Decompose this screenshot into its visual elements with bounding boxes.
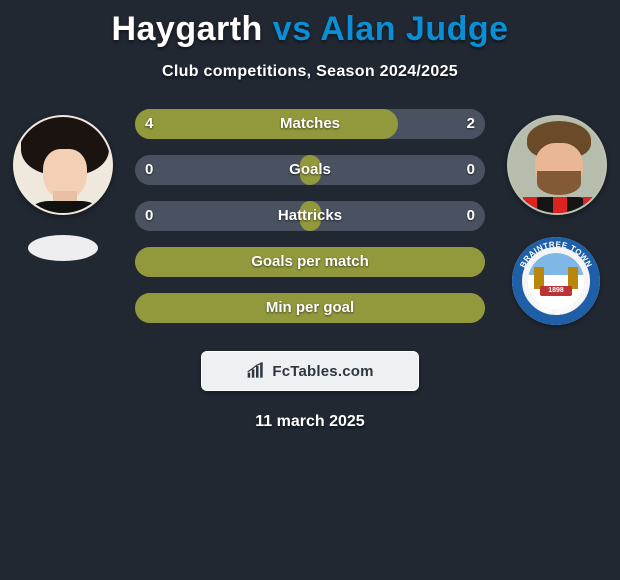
title-vs: vs (273, 10, 312, 48)
stat-right-value: 0 (457, 201, 485, 231)
avatar-shirt (19, 201, 111, 215)
svg-text:BRAINTREE TOWN: BRAINTREE TOWN (518, 240, 594, 269)
stat-left-value: 0 (135, 201, 163, 231)
stat-bar-right (310, 247, 485, 277)
bar-fill (310, 109, 398, 139)
bar-fill (310, 247, 485, 277)
comparison-date: 11 march 2025 (0, 413, 620, 431)
badge-text-bottom: THE IRON (535, 302, 576, 317)
badge-arc-text: BRAINTREE TOWN THE IRON (512, 237, 600, 325)
bar-fill (310, 293, 485, 323)
page-title: Haygarth vs Alan Judge (0, 10, 620, 49)
stat-left-value: 0 (135, 155, 163, 185)
stat-row: Goals per match (135, 247, 485, 277)
stat-row: 00Goals (135, 155, 485, 185)
comparison-area: 1898 BRAINTREE TOWN THE IRON 42Matches00… (0, 109, 620, 339)
subtitle: Club competitions, Season 2024/2025 (0, 63, 620, 81)
avatar-shirt-stripe (553, 197, 567, 215)
comparison-card: Haygarth vs Alan Judge Club competitions… (0, 0, 620, 580)
player-left-column (8, 115, 118, 261)
player-right-avatar (507, 115, 607, 215)
bar-fill (300, 201, 311, 231)
player-right-column: 1898 BRAINTREE TOWN THE IRON (502, 115, 612, 327)
stat-bar-right: 2 (310, 109, 485, 139)
stat-bar-right: 0 (310, 201, 485, 231)
stat-bar-left: 0 (135, 155, 310, 185)
stat-bars: 42Matches00Goals00HattricksGoals per mat… (135, 109, 485, 323)
player-left-avatar (13, 115, 113, 215)
player-left-club-badge (28, 235, 98, 261)
stat-row: 00Hattricks (135, 201, 485, 231)
title-player2: Alan Judge (320, 10, 508, 48)
stat-left-value: 4 (135, 109, 163, 139)
avatar-shirt-stripe (583, 197, 597, 215)
title-player1: Haygarth (111, 10, 262, 48)
stat-bar-left: 0 (135, 201, 310, 231)
player-right-club-badge: 1898 BRAINTREE TOWN THE IRON (512, 237, 602, 327)
branding-logo-icon (246, 362, 266, 380)
bar-fill (300, 155, 311, 185)
avatar-beard (537, 171, 581, 195)
stat-right-value: 0 (457, 155, 485, 185)
avatar-shirt-stripe (523, 197, 537, 215)
stat-row: 42Matches (135, 109, 485, 139)
stat-bar-right: 0 (310, 155, 485, 185)
branding-text: FcTables.com (272, 363, 373, 380)
branding-badge: FcTables.com (201, 351, 419, 391)
stat-right-value: 2 (457, 109, 485, 139)
bar-fill (135, 293, 310, 323)
bar-fill (135, 247, 310, 277)
svg-text:THE IRON: THE IRON (535, 302, 576, 317)
stat-bar-left (135, 247, 310, 277)
club-badge-graphic: 1898 BRAINTREE TOWN THE IRON (512, 237, 600, 325)
badge-text-top: BRAINTREE TOWN (518, 240, 594, 269)
stat-row: Min per goal (135, 293, 485, 323)
stat-bar-right (310, 293, 485, 323)
stat-bar-left (135, 293, 310, 323)
stat-bar-left: 4 (135, 109, 310, 139)
